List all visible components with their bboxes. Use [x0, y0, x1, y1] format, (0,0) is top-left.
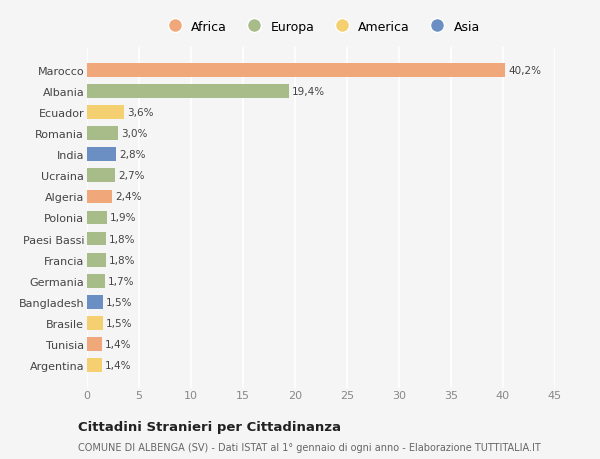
Bar — [87, 64, 505, 77]
Text: Cittadini Stranieri per Cittadinanza: Cittadini Stranieri per Cittadinanza — [78, 420, 341, 433]
Text: 1,9%: 1,9% — [110, 213, 136, 223]
Bar — [87, 211, 107, 225]
Text: 40,2%: 40,2% — [508, 66, 541, 75]
Text: 1,4%: 1,4% — [104, 340, 131, 349]
Bar — [87, 169, 115, 183]
Text: 1,4%: 1,4% — [104, 361, 131, 370]
Bar — [87, 274, 104, 288]
Text: 3,6%: 3,6% — [128, 108, 154, 118]
Text: 19,4%: 19,4% — [292, 87, 325, 96]
Bar — [87, 253, 106, 267]
Text: 1,8%: 1,8% — [109, 255, 136, 265]
Text: 2,8%: 2,8% — [119, 150, 146, 160]
Legend: Africa, Europa, America, Asia: Africa, Europa, America, Asia — [162, 21, 480, 34]
Bar — [87, 127, 118, 140]
Bar — [87, 296, 103, 309]
Bar — [87, 190, 112, 204]
Text: 1,5%: 1,5% — [106, 319, 132, 328]
Bar — [87, 359, 101, 372]
Bar — [87, 85, 289, 98]
Text: 1,8%: 1,8% — [109, 234, 136, 244]
Text: 1,7%: 1,7% — [108, 276, 134, 286]
Text: 1,5%: 1,5% — [106, 297, 132, 308]
Bar — [87, 338, 101, 351]
Text: 2,4%: 2,4% — [115, 192, 142, 202]
Bar — [87, 148, 116, 162]
Bar — [87, 317, 103, 330]
Text: 3,0%: 3,0% — [121, 129, 148, 139]
Text: 2,7%: 2,7% — [118, 171, 145, 181]
Bar — [87, 232, 106, 246]
Text: COMUNE DI ALBENGA (SV) - Dati ISTAT al 1° gennaio di ogni anno - Elaborazione TU: COMUNE DI ALBENGA (SV) - Dati ISTAT al 1… — [78, 442, 541, 452]
Bar — [87, 106, 124, 119]
